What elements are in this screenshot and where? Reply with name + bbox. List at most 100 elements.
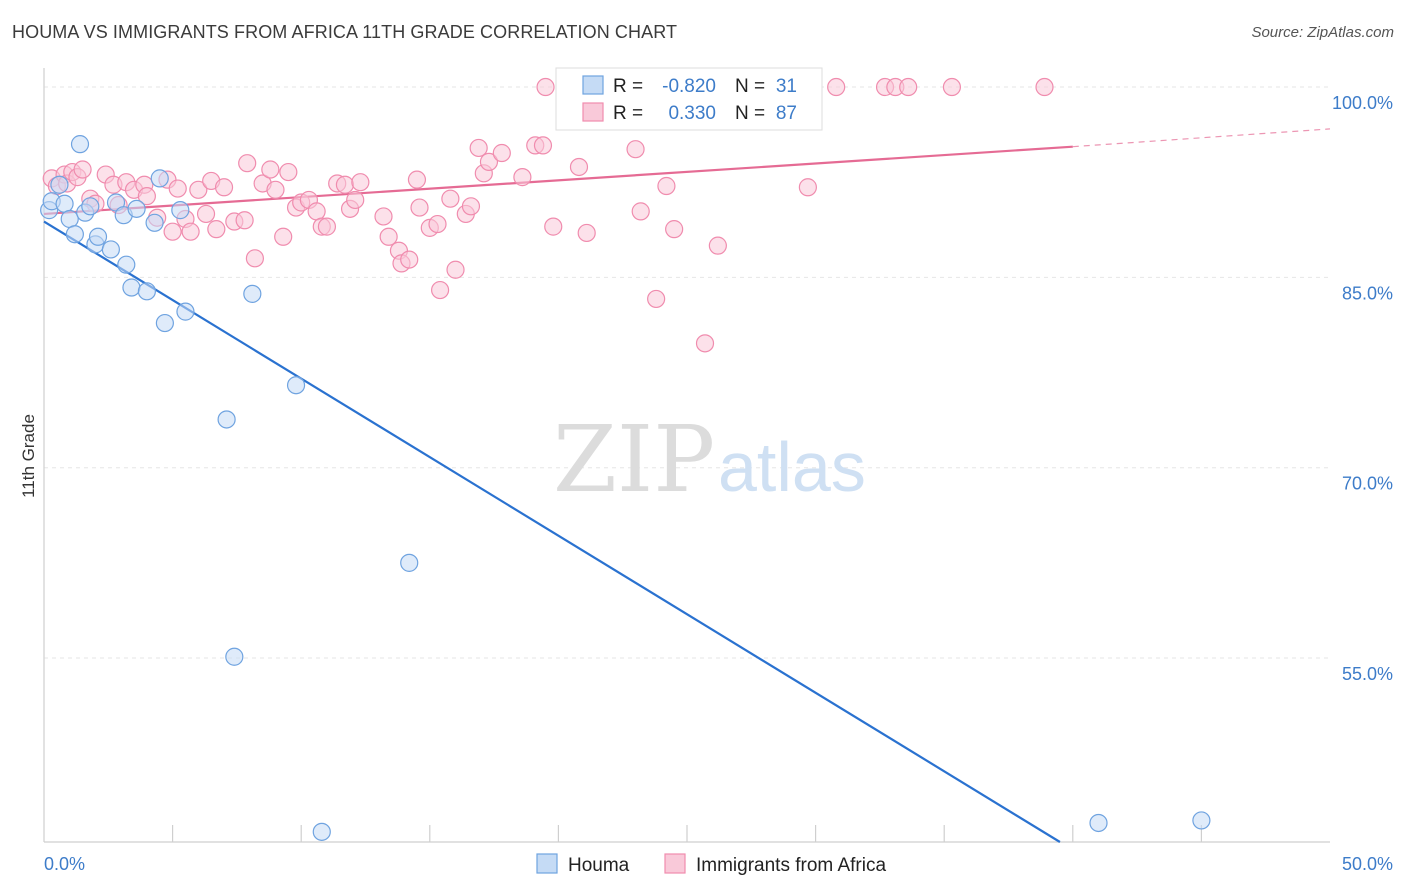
africa-point [238, 154, 257, 173]
houma-point [1192, 811, 1211, 830]
stats-r-label-africa: R = [613, 103, 643, 124]
stats-r-value-africa: 0.330 [668, 103, 716, 124]
africa-point [479, 152, 499, 171]
africa-point [626, 140, 645, 159]
stats-swatch-africa [582, 102, 604, 122]
houma-point [150, 169, 169, 188]
africa-point [441, 189, 460, 208]
houma-point [137, 282, 156, 301]
africa-point [536, 77, 555, 97]
houma-point [65, 225, 84, 244]
africa-point [492, 143, 511, 163]
africa-point [317, 217, 337, 236]
africa-point [235, 211, 254, 230]
watermark-zip: ZIP [553, 406, 715, 513]
africa-point [544, 217, 563, 236]
houma-point [243, 284, 262, 303]
houma-point [122, 278, 141, 297]
africa-point [469, 138, 488, 158]
africa-point [196, 204, 216, 224]
data-points [40, 77, 1211, 841]
africa-point [410, 198, 429, 217]
trend-lines [43, 128, 1331, 843]
stats-n-value-africa: 87 [776, 103, 797, 124]
africa-point [279, 162, 298, 182]
houma-point [217, 410, 236, 429]
houma-point [117, 255, 136, 274]
africa-point [189, 180, 208, 199]
stats-n-label-africa: N = [735, 103, 765, 124]
y-tick-label: 55.0% [1342, 664, 1393, 684]
houma-point [155, 313, 174, 333]
stats-r-label-houma: R = [613, 76, 643, 97]
houma-point [50, 175, 69, 194]
africa-point [577, 223, 596, 243]
y-tick-label: 85.0% [1342, 283, 1393, 303]
africa-point [827, 77, 846, 97]
houma-point [88, 227, 108, 246]
y-tick-label: 70.0% [1342, 474, 1393, 494]
houma-point [225, 647, 244, 666]
stats-n-value-houma: 31 [776, 76, 797, 97]
legend-label-houma: Houma [568, 855, 630, 876]
houma-point [312, 822, 331, 841]
africa-point [274, 227, 293, 246]
africa-point [307, 202, 326, 221]
houma-point [1089, 813, 1108, 833]
x-tick-label: 0.0% [44, 854, 85, 874]
trend-line-houma [43, 220, 1061, 843]
africa-point [708, 236, 727, 255]
africa-point [163, 222, 182, 241]
trend-line-africa [43, 145, 1073, 216]
africa-point [461, 197, 481, 216]
africa-point [245, 249, 265, 268]
houma-point [101, 240, 120, 259]
y-axis-title: 11th Grade [19, 414, 38, 498]
legend-swatch-houma [536, 853, 558, 874]
africa-point [261, 160, 280, 179]
africa-point [1035, 77, 1054, 97]
watermark-atlas: atlas [718, 428, 866, 506]
africa-point [335, 175, 355, 194]
africa-point [407, 170, 427, 189]
houma-point [145, 213, 164, 232]
africa-point [428, 214, 447, 234]
africa-point [346, 190, 365, 210]
chart-title: HOUMA VS IMMIGRANTS FROM AFRICA 11TH GRA… [12, 22, 678, 42]
houma-point [55, 194, 74, 213]
africa-point [266, 180, 285, 199]
africa-point [647, 289, 666, 309]
africa-point [569, 157, 589, 177]
legend-swatch-africa [664, 853, 686, 874]
x-tick-label: 50.0% [1342, 854, 1393, 874]
africa-point [665, 220, 684, 239]
houma-point [286, 376, 306, 395]
africa-point [379, 227, 398, 246]
houma-point [400, 553, 419, 572]
y-tick-label: 100.0% [1332, 93, 1393, 113]
houma-point [176, 302, 195, 321]
ticks-layer: 100.0% 85.0% 70.0% 55.0% 0.0% 50.0% [44, 93, 1393, 874]
houma-point [81, 197, 100, 216]
africa-point [798, 178, 817, 197]
africa-point [374, 207, 393, 226]
legend: Houma Immigrants from Africa [536, 853, 886, 876]
africa-point [533, 136, 553, 155]
africa-point [430, 280, 450, 300]
africa-point [168, 179, 187, 198]
africa-point [513, 168, 532, 187]
africa-point [207, 220, 226, 239]
houma-point [127, 199, 146, 218]
africa-point [657, 176, 676, 196]
africa-point [351, 173, 370, 192]
africa-point [73, 160, 92, 179]
legend-label-africa: Immigrants from Africa [696, 855, 886, 876]
trend-line-extension [1072, 128, 1331, 148]
houma-point [70, 135, 90, 154]
africa-point [400, 250, 419, 269]
africa-point [137, 187, 156, 206]
africa-point [695, 334, 715, 353]
stats-r-value-houma: -0.820 [662, 76, 716, 97]
houma-point [171, 201, 190, 220]
